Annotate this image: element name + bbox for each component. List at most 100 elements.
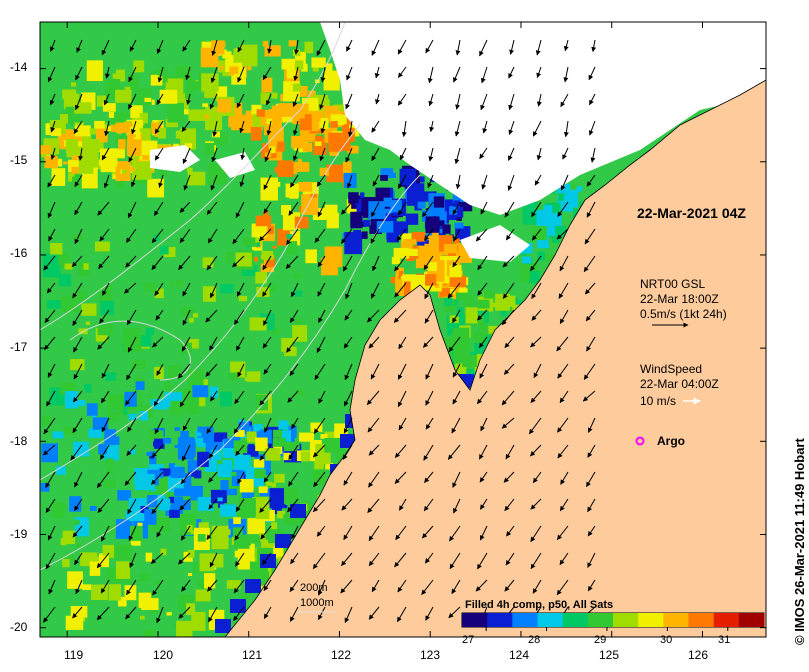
current-arrow bbox=[262, 282, 272, 297]
current-arrow bbox=[501, 390, 515, 406]
current-arrow bbox=[97, 201, 110, 216]
sst-patch bbox=[474, 342, 487, 355]
sst-patch bbox=[451, 331, 457, 335]
current-arrow bbox=[425, 606, 434, 621]
current-arrow bbox=[455, 93, 461, 110]
current-arrow bbox=[423, 255, 434, 270]
current-arrow bbox=[45, 471, 56, 488]
current-arrow bbox=[288, 201, 299, 216]
lat-label: -19 bbox=[10, 527, 28, 541]
current-arrow bbox=[98, 255, 110, 269]
sst-patch bbox=[253, 424, 263, 434]
sst-patch bbox=[108, 111, 115, 118]
sst-patch bbox=[274, 473, 285, 483]
current-arrow bbox=[181, 444, 191, 462]
current-arrow bbox=[397, 363, 407, 380]
sst-patch bbox=[255, 437, 268, 452]
sst-patch bbox=[139, 573, 149, 582]
current-arrow bbox=[394, 444, 407, 458]
current-arrow bbox=[236, 93, 245, 109]
current-arrow bbox=[397, 39, 407, 55]
current-arrow bbox=[177, 363, 191, 379]
sst-patch bbox=[170, 400, 184, 416]
current-arrow bbox=[584, 282, 596, 295]
current-arrow bbox=[150, 471, 164, 485]
current-arrow bbox=[475, 228, 488, 242]
sst-patch bbox=[417, 231, 423, 239]
sst-patch bbox=[102, 544, 116, 556]
sst-patch bbox=[294, 51, 306, 67]
colorbar-cell bbox=[688, 613, 715, 627]
sst-patch bbox=[204, 142, 215, 156]
sst-patch bbox=[443, 243, 458, 254]
argo-marker[interactable] bbox=[635, 436, 645, 446]
current-arrow bbox=[531, 201, 542, 218]
sst-patch bbox=[185, 90, 193, 99]
sst-patch bbox=[211, 449, 222, 461]
sst-patch bbox=[168, 475, 184, 489]
sst-patch bbox=[118, 139, 126, 150]
sst-patch bbox=[160, 548, 167, 556]
current-arrow bbox=[105, 66, 110, 79]
lat-label: -18 bbox=[10, 434, 28, 448]
sst-patch bbox=[158, 498, 171, 511]
sst-patch bbox=[166, 612, 172, 616]
sst-patch bbox=[132, 359, 146, 369]
sst-patch bbox=[453, 345, 468, 363]
sst-patch bbox=[241, 264, 258, 276]
current-arrow bbox=[287, 390, 299, 403]
current-arrow bbox=[371, 579, 380, 593]
sst-patch bbox=[78, 155, 94, 174]
current-arrow bbox=[531, 282, 542, 300]
current-arrow bbox=[423, 498, 434, 512]
sst-patch bbox=[390, 276, 396, 284]
sst-patch bbox=[537, 251, 545, 261]
sst-patch bbox=[40, 151, 49, 158]
current-arrow bbox=[530, 390, 542, 403]
sst-patch bbox=[271, 92, 278, 99]
current-arrow bbox=[179, 498, 191, 511]
sst-patch bbox=[241, 474, 250, 481]
current-arrow bbox=[151, 444, 164, 458]
current-arrows bbox=[42, 39, 597, 624]
current-arrow bbox=[590, 147, 596, 163]
colorbar-tick-label: 30 bbox=[660, 634, 673, 646]
sst-patch bbox=[456, 216, 462, 221]
current-arrow bbox=[587, 579, 596, 592]
current-arrow bbox=[317, 201, 326, 218]
current-arrow bbox=[237, 471, 245, 485]
sst-patch bbox=[302, 142, 313, 152]
current-arrow bbox=[505, 552, 515, 566]
current-arrow bbox=[156, 39, 164, 55]
sst-patch bbox=[65, 615, 84, 630]
sst-patch bbox=[565, 189, 579, 208]
current-arrow bbox=[502, 282, 515, 299]
current-arrow bbox=[72, 525, 83, 538]
sst-patch bbox=[223, 51, 232, 58]
sst-patch bbox=[184, 388, 189, 394]
current-arrow bbox=[263, 309, 272, 326]
sst-patch bbox=[139, 113, 144, 118]
current-arrow bbox=[211, 39, 218, 57]
current-arrow bbox=[209, 93, 218, 110]
sst-patch bbox=[488, 325, 498, 334]
sst-patch bbox=[187, 572, 193, 577]
sst-patch bbox=[108, 524, 115, 534]
current-arrow bbox=[239, 174, 245, 188]
current-arrow bbox=[156, 363, 164, 376]
sst-patch bbox=[62, 559, 70, 568]
sst-patch bbox=[55, 120, 66, 134]
sst-patch bbox=[418, 245, 433, 262]
current-arrow bbox=[528, 417, 542, 435]
current-arrow bbox=[42, 444, 56, 456]
sst-patch bbox=[187, 460, 199, 475]
sst-patch bbox=[255, 237, 262, 243]
sst-patch bbox=[65, 554, 75, 561]
current-arrow bbox=[103, 93, 110, 106]
sst-patch bbox=[304, 41, 314, 54]
sst-patch bbox=[135, 381, 145, 390]
current-arrow bbox=[558, 282, 569, 299]
sst-patch bbox=[51, 502, 65, 518]
current-arrow bbox=[586, 336, 596, 352]
current-arrow bbox=[237, 66, 245, 83]
